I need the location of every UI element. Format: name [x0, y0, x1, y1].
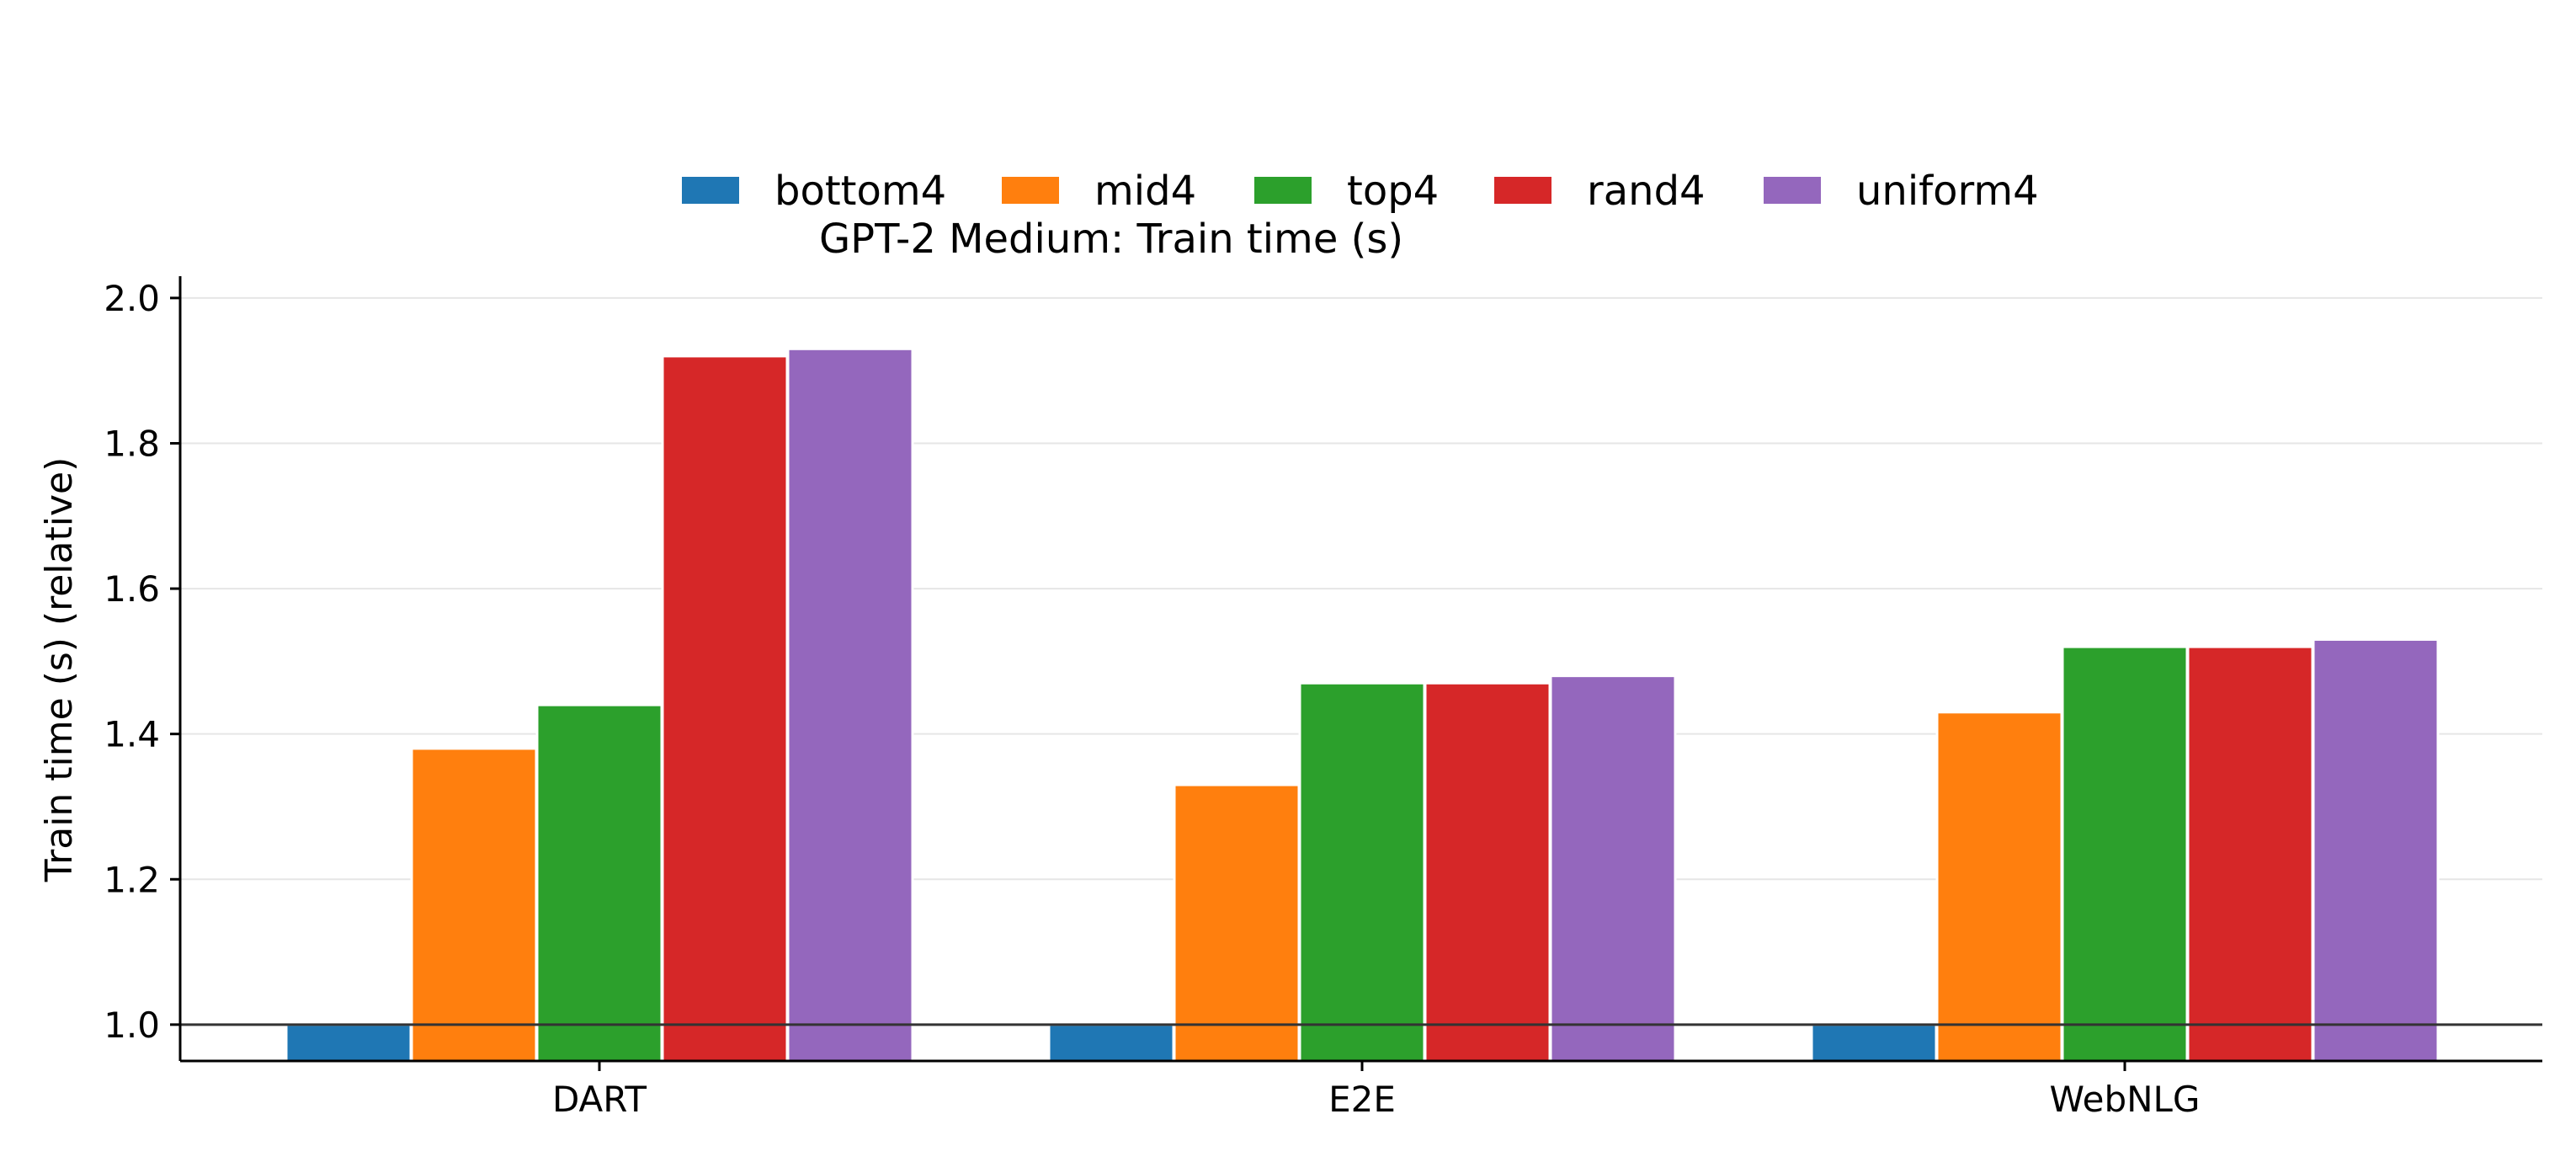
bar-uniform4-webnlg [2312, 637, 2440, 1063]
legend-swatch-bottom4 [682, 177, 739, 204]
legend-swatch-top4 [1254, 177, 1312, 204]
legend-swatch-mid4 [1002, 177, 1059, 204]
legend-label-top4: top4 [1347, 168, 1439, 215]
x-tick-label: DART [552, 1079, 647, 1120]
bar-bottom4-dart [285, 1023, 412, 1063]
legend-label-uniform4: uniform4 [1856, 168, 2039, 215]
y-tick-label: 1.8 [104, 423, 160, 464]
bar-top4-e2e [1298, 681, 1426, 1063]
y-tick-label: 1.2 [104, 859, 160, 900]
y-axis-label: Train time (s) (relative) [38, 457, 81, 883]
y-tick-label: 1.4 [104, 714, 160, 755]
bar-uniform4-e2e [1549, 674, 1677, 1063]
x-tick-label: E2E [1328, 1079, 1396, 1120]
x-ticks: DART E2E WebNLG [552, 1061, 2201, 1120]
bar-rand4-webnlg [2186, 645, 2314, 1063]
bar-mid4-dart [410, 747, 538, 1063]
bars [180, 347, 2542, 1063]
x-tick-label: WebNLG [2050, 1079, 2201, 1120]
bar-bottom4-webnlg [1810, 1023, 1938, 1063]
bar-mid4-webnlg [1935, 711, 2063, 1063]
legend-swatch-rand4 [1494, 177, 1551, 204]
bar-mid4-e2e [1173, 783, 1301, 1063]
bar-uniform4-dart [786, 347, 914, 1063]
legend-label-mid4: mid4 [1094, 168, 1196, 215]
chart-title: GPT-2 Medium: Train time (s) [819, 216, 1403, 263]
y-ticks: 1.0 1.2 1.4 1.6 1.8 2.0 [104, 278, 180, 1046]
bar-top4-dart [535, 703, 663, 1063]
legend-label-bottom4: bottom4 [774, 168, 946, 215]
y-tick-label: 1.6 [104, 568, 160, 610]
legend-swatch-uniform4 [1764, 177, 1821, 204]
legend: bottom4 mid4 top4 rand4 uniform4 [682, 168, 2039, 215]
bar-top4-webnlg [2061, 645, 2189, 1063]
bar-rand4-dart [661, 354, 789, 1063]
y-tick-label: 2.0 [104, 278, 160, 319]
bar-bottom4-e2e [1047, 1023, 1175, 1063]
legend-label-rand4: rand4 [1587, 168, 1706, 215]
bar-rand4-e2e [1424, 681, 1551, 1063]
y-tick-label: 1.0 [104, 1005, 160, 1046]
